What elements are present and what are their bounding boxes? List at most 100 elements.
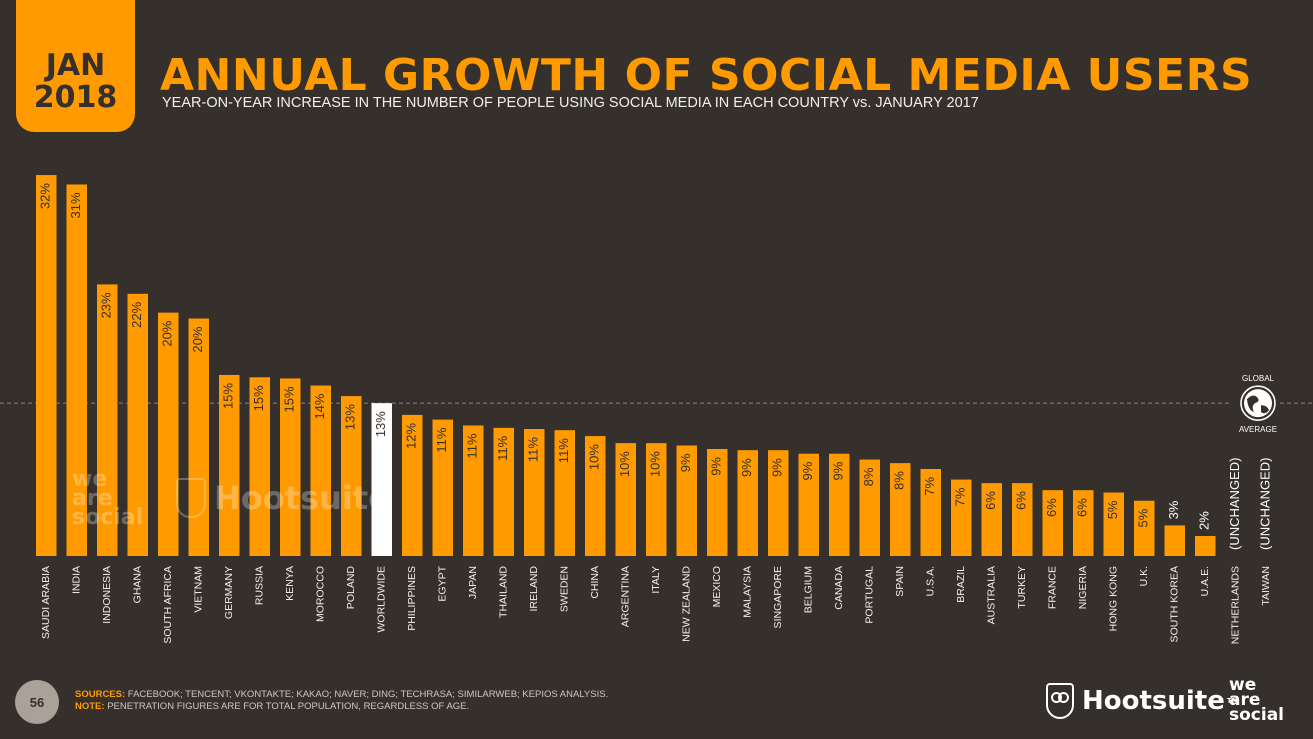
- bar-value-label: 9%: [831, 461, 846, 480]
- category-label: SOUTH AFRICA: [162, 566, 174, 644]
- page-number: 56: [15, 680, 59, 724]
- bar-value-label: (UNCHANGED): [1227, 458, 1242, 550]
- note-label: NOTE:: [75, 701, 105, 712]
- bar: [981, 483, 1002, 556]
- bar-value-label: 6%: [1014, 491, 1029, 510]
- bar: [1195, 536, 1216, 556]
- category-label: WORLDWIDE: [376, 566, 388, 633]
- hootsuite-logo: Hootsuite TM: [1046, 683, 1239, 719]
- bar: [463, 425, 484, 556]
- bar: [798, 453, 819, 556]
- bar: [1042, 490, 1063, 556]
- category-label: ARGENTINA: [620, 566, 632, 627]
- average-label: AVERAGE: [1239, 425, 1277, 434]
- logo-line: we: [1229, 675, 1257, 695]
- category-label: SINGAPORE: [772, 566, 784, 628]
- category-label: NEW ZEALAND: [681, 566, 693, 642]
- bar: [554, 430, 575, 556]
- bar: [829, 453, 850, 556]
- category-label: POLAND: [345, 566, 357, 610]
- sources-label: SOURCES:: [75, 689, 126, 700]
- category-label: TAIWAN: [1260, 566, 1272, 606]
- bar: [493, 427, 514, 556]
- category-label: SOUTH KOREA: [1169, 566, 1181, 642]
- bar-value-label: 15%: [282, 386, 297, 412]
- we-are-social-logo: we are social: [1229, 675, 1285, 725]
- bar-value-label: 20%: [190, 326, 205, 352]
- category-label: MEXICO: [711, 566, 723, 607]
- category-label: BRAZIL: [955, 566, 967, 603]
- bar: [219, 374, 240, 556]
- bar: [615, 443, 636, 556]
- bar-value-label: 6%: [1075, 498, 1090, 517]
- bar: [707, 449, 728, 556]
- category-label: KENYA: [284, 566, 296, 601]
- bar: [158, 312, 179, 556]
- bar: [1103, 492, 1124, 556]
- bar: [951, 479, 972, 556]
- bar-value-label: 5%: [1105, 500, 1120, 519]
- note-line: NOTE: PENETRATION FIGURES ARE FOR TOTAL …: [75, 701, 608, 713]
- bar: [249, 377, 270, 556]
- globe-continent: [1261, 405, 1269, 414]
- bar-value-label: 9%: [770, 458, 785, 477]
- bar: [1073, 490, 1094, 556]
- bar-value-label: 11%: [556, 438, 571, 463]
- bar-value-label: 22%: [129, 301, 144, 327]
- bar: [432, 419, 453, 556]
- bar-value-label: 9%: [739, 458, 754, 477]
- category-label: NIGERIA: [1077, 566, 1089, 609]
- category-label: MOROCCO: [315, 566, 327, 622]
- category-label: PHILIPPINES: [406, 566, 418, 631]
- category-label: VIETNAM: [193, 566, 205, 613]
- category-label: ITALY: [650, 566, 662, 594]
- bar: [737, 450, 758, 556]
- bar: [310, 385, 331, 556]
- bar: [920, 468, 941, 556]
- category-label: RUSSIA: [254, 566, 266, 605]
- bar-value-label: 15%: [251, 385, 266, 411]
- bar: [1012, 483, 1033, 556]
- bar-value-label: 9%: [709, 457, 724, 476]
- footer-notes: SOURCES: FACEBOOK; TENCENT; VKONTAKTE; K…: [75, 689, 608, 713]
- bar: [768, 450, 789, 556]
- category-label: SPAIN: [894, 566, 906, 597]
- bar: [524, 429, 545, 556]
- bar: [1164, 525, 1185, 556]
- sources-text: FACEBOOK; TENCENT; VKONTAKTE; KAKAO; NAV…: [125, 689, 609, 700]
- category-label: EGYPT: [437, 565, 449, 601]
- category-label: SAUDI ARABIA: [40, 566, 52, 639]
- bar: [341, 396, 362, 556]
- bar: [859, 459, 880, 556]
- global-label: GLOBAL: [1242, 374, 1275, 383]
- date-year: 2018: [33, 80, 118, 115]
- bar: [280, 378, 301, 556]
- bar-value-label: 10%: [587, 444, 602, 470]
- bar-value-label: 2%: [1197, 511, 1212, 530]
- bar-value-label: 6%: [1044, 498, 1059, 517]
- bar-value-label: 15%: [221, 383, 236, 409]
- bar: [585, 436, 606, 556]
- category-label: U.K.: [1138, 566, 1150, 586]
- bar: [188, 318, 209, 556]
- category-label: GERMANY: [223, 566, 235, 619]
- category-label: U.A.E.: [1199, 566, 1211, 596]
- bar-value-label: 13%: [373, 411, 388, 437]
- bar-value-label: 9%: [800, 461, 815, 480]
- bar-value-label: 6%: [983, 491, 998, 510]
- category-label: U.S.A.: [925, 566, 937, 596]
- category-label: INDONESIA: [101, 566, 113, 624]
- category-label: THAILAND: [498, 566, 510, 618]
- date-month: JAN: [45, 48, 106, 83]
- bar-value-label: (UNCHANGED): [1258, 458, 1273, 550]
- bar-value-label: 9%: [678, 453, 693, 472]
- date-badge: JAN 2018: [16, 0, 135, 132]
- bar-value-label: 8%: [892, 471, 907, 490]
- bar-value-label: 3%: [1166, 500, 1181, 519]
- page-title: ANNUAL GROWTH OF SOCIAL MEDIA USERS: [160, 50, 1253, 101]
- logo-line: social: [1229, 705, 1285, 725]
- category-label: CANADA: [833, 566, 845, 610]
- category-label: GHANA: [132, 566, 144, 603]
- page-subtitle: YEAR-ON-YEAR INCREASE IN THE NUMBER OF P…: [162, 95, 979, 111]
